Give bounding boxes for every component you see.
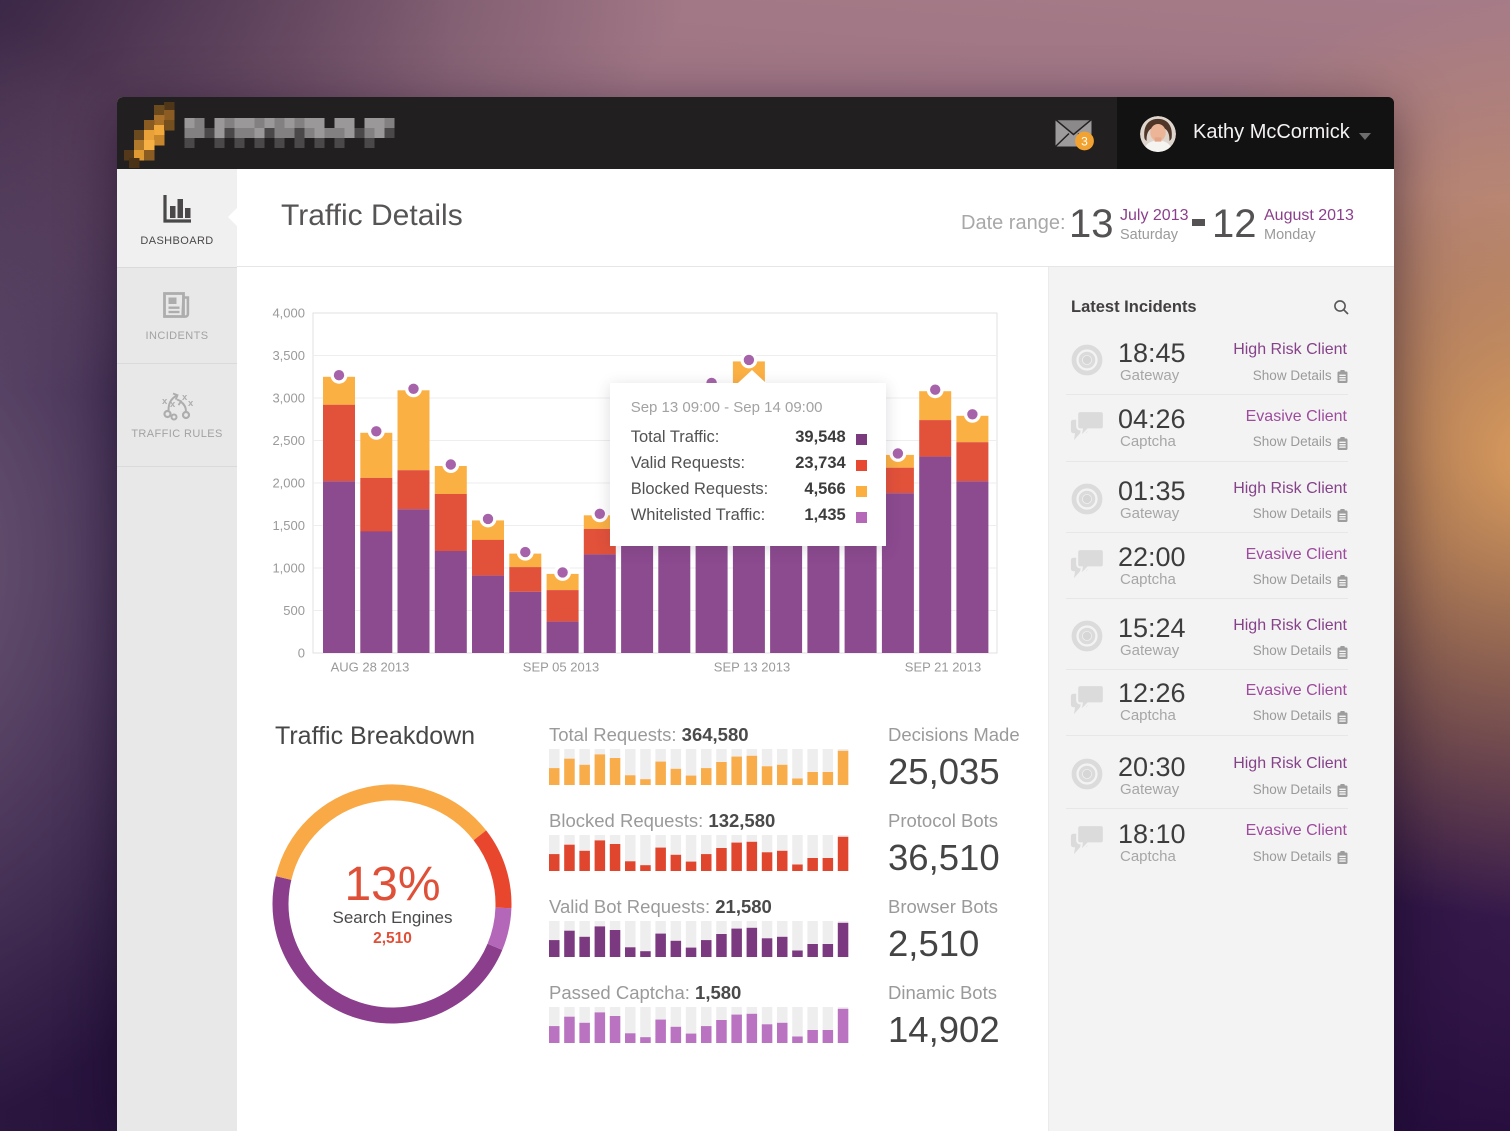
svg-text:x: x bbox=[162, 396, 168, 407]
svg-text:4,000: 4,000 bbox=[272, 306, 305, 321]
svg-text:3: 3 bbox=[1081, 134, 1088, 148]
svg-text:SEP 05 2013: SEP 05 2013 bbox=[523, 660, 599, 675]
svg-text:x: x bbox=[170, 399, 176, 410]
svg-text:3,500: 3,500 bbox=[272, 348, 305, 363]
svg-text:1,000: 1,000 bbox=[272, 561, 305, 576]
svg-text:SEP 13 2013: SEP 13 2013 bbox=[714, 660, 790, 675]
svg-text:x: x bbox=[188, 398, 193, 409]
svg-text:2,500: 2,500 bbox=[272, 433, 305, 448]
svg-text:SEP 21 2013: SEP 21 2013 bbox=[905, 660, 981, 675]
svg-text:500: 500 bbox=[283, 603, 305, 618]
svg-text:2,000: 2,000 bbox=[272, 476, 305, 491]
svg-text:3,000: 3,000 bbox=[272, 391, 305, 406]
svg-text:AUG 28 2013: AUG 28 2013 bbox=[331, 660, 410, 675]
svg-text:0: 0 bbox=[298, 646, 305, 661]
svg-text:x: x bbox=[182, 392, 188, 403]
svg-text:1,500: 1,500 bbox=[272, 518, 305, 533]
